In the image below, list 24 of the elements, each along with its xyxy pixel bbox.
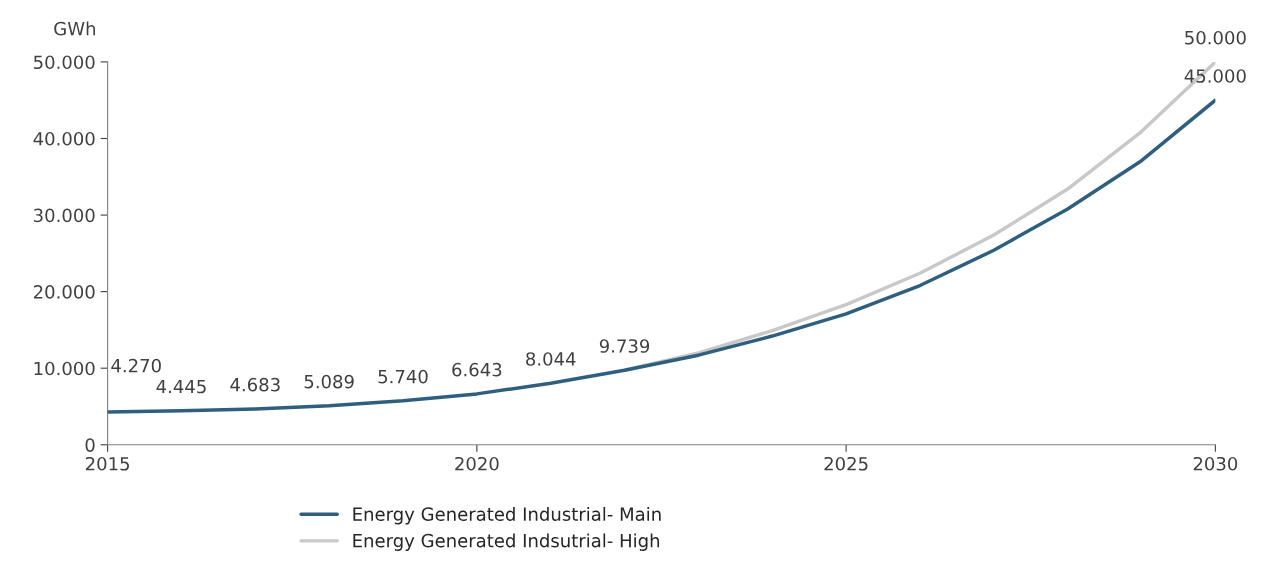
y-tick-label: 50.000 (34, 55, 95, 70)
legend-label: Energy Generated Indsutrial- High (353, 533, 660, 551)
data-label: 5.089 (304, 374, 354, 389)
line-series (107, 98, 1216, 414)
data-label: 6.643 (452, 362, 502, 377)
y-axis-title: GWh (54, 21, 95, 36)
x-tick-label: 2015 (85, 456, 130, 471)
data-label: 4.445 (156, 379, 206, 394)
y-tick-label: 40.000 (33, 131, 95, 146)
y-tick-label: 30.000 (34, 208, 95, 223)
data-label: 50.000 (1185, 30, 1246, 45)
data-label: 8.044 (526, 352, 576, 366)
x-tick-label: 2030 (1193, 456, 1238, 471)
data-label: 9.739 (599, 339, 650, 353)
y-tick-label: 10.000 (34, 361, 95, 376)
legend-label: Energy Generated Industrial- Main (353, 506, 661, 525)
data-label: 4.683 (230, 377, 280, 392)
x-tick-label: 2025 (824, 456, 868, 471)
data-label: 4.270 (111, 358, 161, 373)
data-label: 5.740 (378, 369, 428, 384)
x-tick-label: 2020 (455, 456, 499, 471)
y-tick-label: 20.000 (33, 285, 95, 299)
y-tick-label: 0 (85, 438, 95, 452)
data-label: 45.000 (1184, 69, 1246, 83)
